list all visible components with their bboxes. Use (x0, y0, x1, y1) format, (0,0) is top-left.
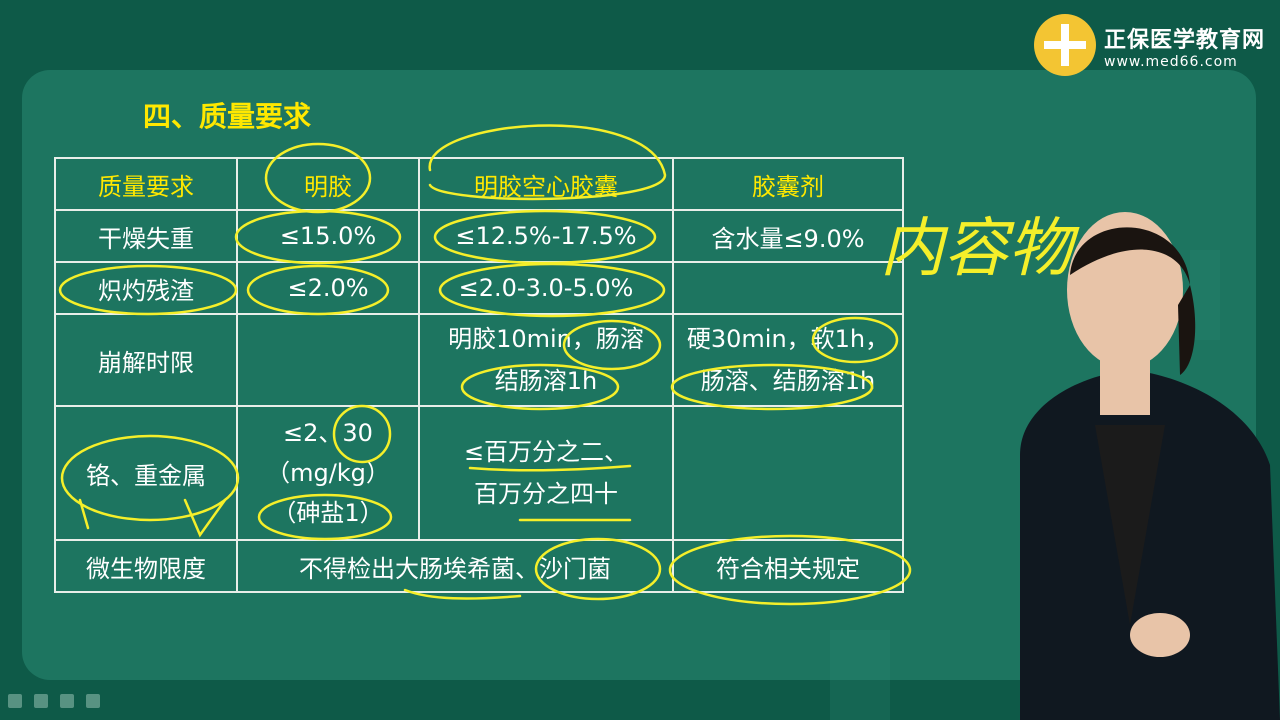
cell: ≤2、30 （mg/kg） （砷盐1） (236, 405, 420, 541)
merged-cell: 不得检出大肠埃希菌、沙门菌 (236, 539, 674, 593)
brand-logo-icon (1034, 14, 1096, 76)
cell: ≤2.0-3.0-5.0% (418, 261, 674, 315)
cell: ≤百万分之二、 百万分之四十 (418, 405, 674, 541)
pen-icon[interactable] (8, 694, 22, 708)
section-title: 四、质量要求 (143, 100, 312, 133)
row-label: 崩解时限 (54, 313, 238, 407)
cell (672, 405, 904, 541)
header-cell: 明胶 (236, 157, 420, 211)
cell (236, 313, 420, 407)
screen-icon[interactable] (60, 694, 74, 708)
table-row: 铬、重金属 ≤2、30 （mg/kg） （砷盐1） ≤百万分之二、 百万分之四十 (54, 405, 904, 541)
row-label: 炽灼残渣 (54, 261, 238, 315)
quality-table: 质量要求 明胶 明胶空心胶囊 胶囊剂 干燥失重 ≤15.0% ≤12.5%-17… (54, 157, 904, 593)
cell: 硬30min，软1h， 肠溶、结肠溶1h (672, 313, 904, 407)
cell: 明胶10min，肠溶 结肠溶1h (418, 313, 674, 407)
cell: 符合相关规定 (672, 539, 904, 593)
cell: 含水量≤9.0% (672, 209, 904, 263)
cell: ≤12.5%-17.5% (418, 209, 674, 263)
table-row: 微生物限度 不得检出大肠埃希菌、沙门菌 符合相关规定 (54, 539, 904, 593)
edit-icon[interactable] (34, 694, 48, 708)
presenter-image (1020, 212, 1280, 720)
player-controls[interactable] (8, 694, 100, 708)
cell: ≤15.0% (236, 209, 420, 263)
decorative-cross (830, 630, 890, 720)
cell (672, 261, 904, 315)
header-cell: 明胶空心胶囊 (418, 157, 674, 211)
row-label: 干燥失重 (54, 209, 238, 263)
table-row: 干燥失重 ≤15.0% ≤12.5%-17.5% 含水量≤9.0% (54, 209, 904, 263)
header-cell: 胶囊剂 (672, 157, 904, 211)
table-row: 崩解时限 明胶10min，肠溶 结肠溶1h 硬30min，软1h， 肠溶、结肠溶… (54, 313, 904, 407)
menu-icon[interactable] (86, 694, 100, 708)
table-row: 炽灼残渣 ≤2.0% ≤2.0-3.0-5.0% (54, 261, 904, 315)
brand-url: www.med66.com (1104, 54, 1238, 70)
table-header-row: 质量要求 明胶 明胶空心胶囊 胶囊剂 (54, 157, 904, 211)
header-cell: 质量要求 (54, 157, 238, 211)
row-label: 微生物限度 (54, 539, 238, 593)
row-label: 铬、重金属 (54, 405, 238, 541)
cell: ≤2.0% (236, 261, 420, 315)
brand-name: 正保医学教育网 (1104, 28, 1266, 53)
